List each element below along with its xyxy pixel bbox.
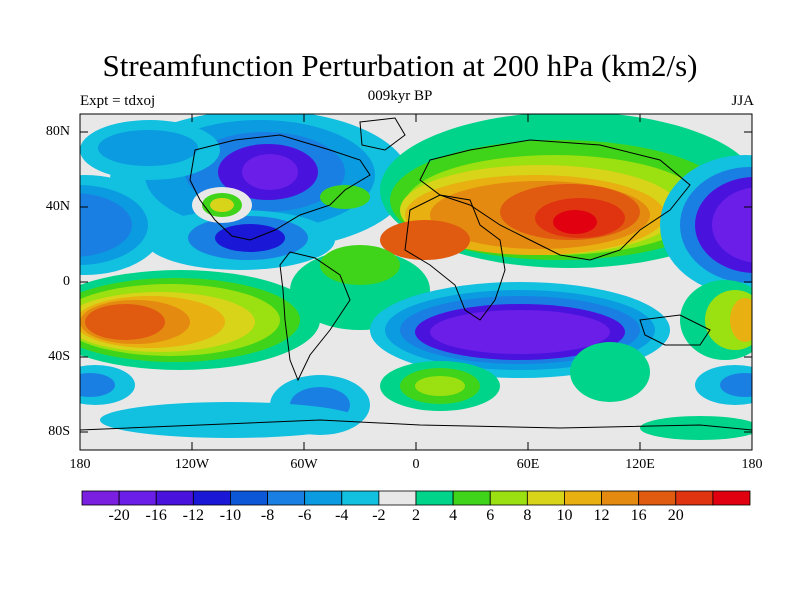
colorbar-swatch [81, 490, 120, 506]
colorbar [81, 490, 751, 506]
colorbar-label: 8 [523, 507, 532, 524]
colorbar-label: 4 [449, 507, 458, 524]
x-tick-label: 180 [69, 457, 91, 472]
x-tick-label: 0 [412, 457, 420, 472]
colorbar-label: 12 [593, 507, 610, 524]
colorbar-label: -2 [372, 507, 386, 524]
season-label: JJA [731, 93, 754, 109]
colorbar-label: -10 [219, 507, 242, 524]
plot-title: Streamfunction Perturbation at 200 hPa (… [102, 48, 698, 83]
x-tick-label: 60W [290, 457, 318, 472]
colorbar-label: -8 [260, 507, 275, 524]
colorbar-label: 10 [556, 507, 573, 524]
colorbar-swatch [489, 490, 528, 506]
y-tick-label: 40S [48, 349, 70, 364]
colorbar-swatch [415, 490, 454, 506]
x-tick-label: 120E [625, 457, 655, 472]
colorbar-swatch [118, 490, 157, 506]
colorbar-swatch [452, 490, 491, 506]
south-pacific-high [80, 270, 320, 370]
colorbar-label: -4 [335, 507, 349, 524]
x-ticks [79, 114, 753, 450]
colorbar-swatch [601, 490, 640, 506]
colorbar-swatch [712, 490, 751, 506]
colorbar-label: -6 [297, 507, 312, 524]
colorbar-swatch [267, 490, 306, 506]
east-asia-pacific-low [80, 155, 752, 295]
southwest-pacific-high [680, 280, 752, 360]
colorbar-swatch [638, 490, 677, 506]
colorbar-label: 16 [630, 507, 647, 524]
southern-ocean-features [80, 342, 752, 440]
y-tick-label: 80N [45, 124, 70, 139]
contour-field [80, 114, 752, 450]
colorbar-label: 20 [667, 507, 684, 524]
colorbar-swatch [675, 490, 714, 506]
colorbar-label: -16 [145, 507, 167, 524]
colorbar-swatch [230, 490, 268, 506]
colorbar-swatch [304, 490, 343, 506]
pacific-small-high [192, 187, 252, 223]
x-tick-label: 180 [741, 457, 763, 472]
colorbar-label: -12 [182, 507, 204, 524]
y-tick-label: 0 [63, 274, 70, 289]
colorbar-swatch [155, 490, 194, 506]
experiment-label: Expt = tdxoj [80, 93, 156, 109]
colorbar-label: 2 [412, 507, 420, 524]
colorbar-swatch [192, 490, 231, 506]
colorbar-swatch [341, 490, 380, 506]
colorbar-swatch [526, 490, 565, 506]
time-label: 009kyr BP [367, 88, 433, 104]
y-ticks [80, 131, 752, 433]
colorbar-swatch [564, 490, 602, 506]
y-tick-label: 80S [48, 424, 70, 439]
x-tick-label: 60E [516, 457, 540, 472]
colorbar-label: -20 [108, 507, 130, 524]
y-tick-label: 40N [45, 199, 70, 214]
colorbar-swatch [378, 490, 417, 506]
coastlines [80, 117, 752, 431]
colorbar-label: 6 [486, 507, 495, 524]
eurasia-high [380, 114, 752, 268]
x-tick-label: 120W [174, 457, 210, 472]
